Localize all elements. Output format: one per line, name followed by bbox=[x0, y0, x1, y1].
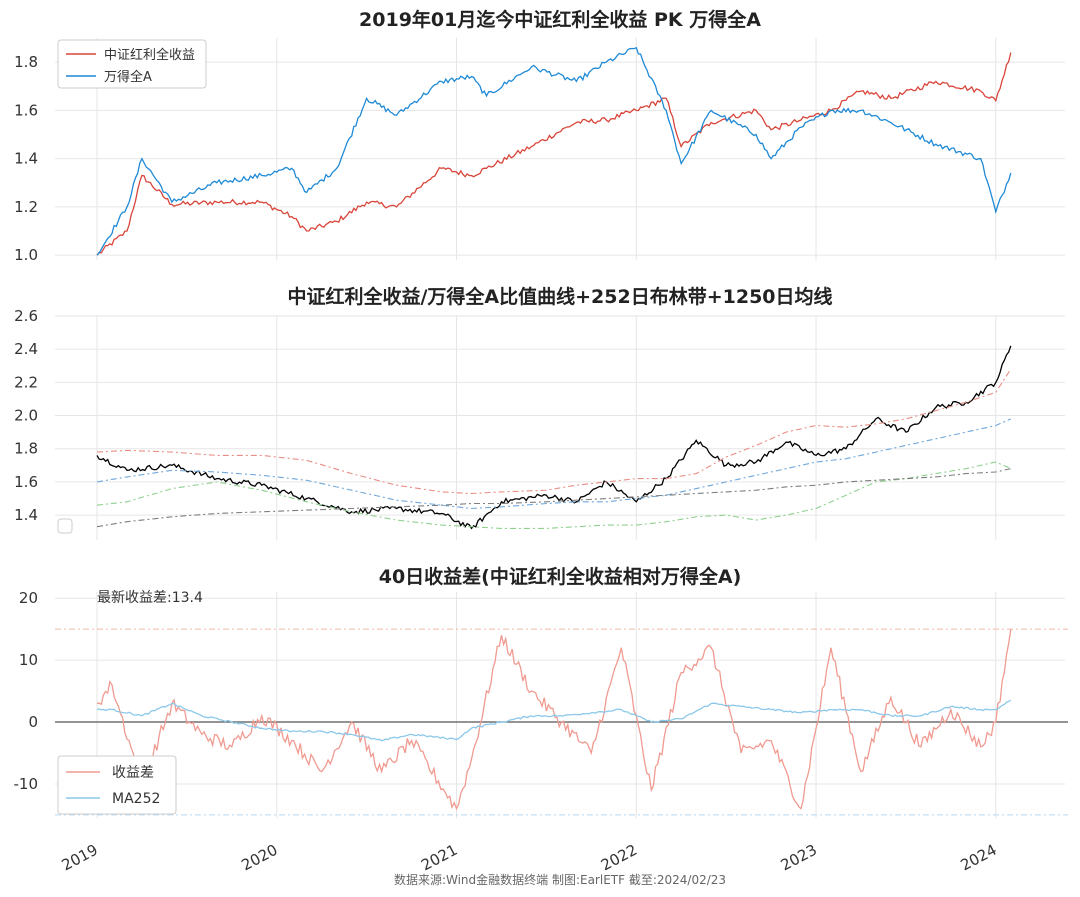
legend-label-wind-a: 万得全A bbox=[104, 69, 152, 85]
y-tick-label: 1.8 bbox=[14, 53, 38, 71]
series-line-band-0 bbox=[96, 345, 1012, 530]
series-line-band-4 bbox=[96, 468, 1011, 528]
series-line-万得全A bbox=[96, 46, 1012, 256]
series-line-band-1 bbox=[96, 368, 1012, 495]
y-tick-label: 2.4 bbox=[14, 340, 38, 358]
y-tick-label: 2.2 bbox=[14, 373, 38, 391]
latest-spread-annotation: 最新收益差:13.4 bbox=[97, 590, 203, 606]
legend-panel1: 中证红利全收益 万得全A bbox=[57, 39, 207, 89]
y-tick-label: 1.6 bbox=[14, 101, 38, 119]
x-tick-label-2020: 2020 bbox=[238, 841, 280, 875]
series-line-中证红利全收益 bbox=[96, 52, 1012, 256]
series-line-MA252 bbox=[96, 699, 1012, 742]
legend-label-dividend: 中证红利全收益 bbox=[104, 47, 195, 63]
legend-panel3: 收益差 MA252 bbox=[57, 755, 177, 815]
x-tick-label-2021: 2021 bbox=[418, 841, 460, 875]
series-line-收益差 bbox=[96, 629, 1012, 811]
series-line-band-3 bbox=[96, 461, 1012, 529]
series-line-band-2 bbox=[96, 418, 1012, 510]
panel-returns: 1.0 1.2 1.4 1.6 1.8 bbox=[14, 38, 1065, 264]
y-tick-label: 2.0 bbox=[14, 407, 38, 425]
panel-spread: -10 0 10 20 bbox=[14, 589, 1068, 818]
legend-panel2-empty bbox=[57, 518, 73, 534]
x-tick-label-2019: 2019 bbox=[59, 841, 101, 875]
y-tick-label: 10 bbox=[19, 651, 38, 669]
y-tick-label: 1.8 bbox=[14, 440, 38, 458]
x-tick-label-2023: 2023 bbox=[778, 841, 820, 875]
y-tick-label: 2.6 bbox=[14, 307, 38, 325]
y-tick-label: 20 bbox=[19, 589, 38, 607]
chart3-title: 40日收益差(中证红利全收益相对万得全A) bbox=[379, 565, 742, 588]
x-tick-label-2022: 2022 bbox=[598, 841, 640, 875]
chart1-title: 2019年01月迄今中证红利全收益 PK 万得全A bbox=[359, 8, 761, 31]
y-tick-label: 1.4 bbox=[14, 506, 38, 524]
y-tick-label: 0 bbox=[28, 713, 38, 731]
y-tick-label: 1.2 bbox=[14, 198, 38, 216]
x-axis-labels: 2019 2020 2021 2022 2023 2024 bbox=[59, 841, 1000, 875]
panel-ratio: 1.4 1.6 1.8 2.0 2.2 2.4 2.6 bbox=[14, 307, 1065, 540]
x-tick-label-2024: 2024 bbox=[957, 841, 999, 875]
y-tick-label: 1.6 bbox=[14, 473, 38, 491]
y-tick-label: 1.0 bbox=[14, 246, 38, 264]
footer-source: 数据来源:Wind金融数据终端 制图:EarlETF 截至:2024/02/23 bbox=[394, 872, 726, 887]
y-tick-label: -10 bbox=[14, 775, 39, 793]
y-tick-label: 1.4 bbox=[14, 150, 38, 168]
legend-label-ma252: MA252 bbox=[112, 791, 160, 807]
legend-label-spread: 收益差 bbox=[112, 765, 154, 781]
chart2-title: 中证红利全收益/万得全A比值曲线+252日布林带+1250日均线 bbox=[287, 285, 832, 308]
